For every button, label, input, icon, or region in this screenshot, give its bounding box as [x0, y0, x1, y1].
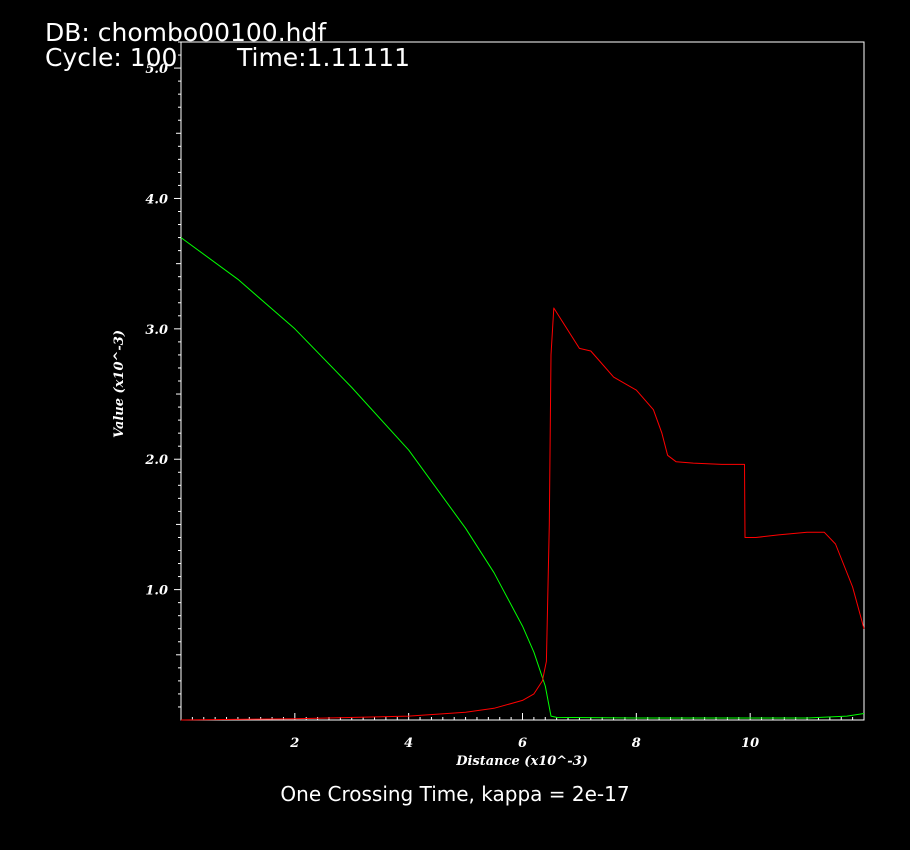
y-tick-label: 1.0 [145, 584, 168, 599]
green-series-line [180, 237, 865, 719]
y-tick-label: 5.0 [145, 62, 168, 77]
series-layer [180, 237, 865, 721]
y-tick-label: 4.0 [145, 192, 168, 207]
x-tick-label: 6 [518, 736, 527, 751]
y-tick-label: 3.0 [145, 323, 168, 338]
x-axis-title: Distance (x10^-3) [455, 754, 588, 769]
y-tick-label: 2.0 [144, 453, 168, 468]
cycle-label: Cycle: 100 [45, 43, 178, 72]
plot-frame [180, 41, 865, 721]
red-series-line [180, 307, 865, 721]
x-tick-label: 4 [404, 736, 413, 751]
axes: 2 4 6 8 10 1.0 2.0 3.0 4.0 5.0 [144, 41, 865, 751]
x-tick-label: 2 [289, 736, 299, 751]
x-tick-label: 8 [632, 736, 641, 751]
plot-caption: One Crossing Time, kappa = 2e-17 [280, 782, 630, 806]
time-label: Time:1.11111 [237, 43, 410, 72]
y-axis-title: Value (x10^-3) [112, 330, 127, 438]
x-tick-label: 10 [741, 736, 759, 751]
database-label: DB: chombo00100.hdf [45, 18, 327, 47]
